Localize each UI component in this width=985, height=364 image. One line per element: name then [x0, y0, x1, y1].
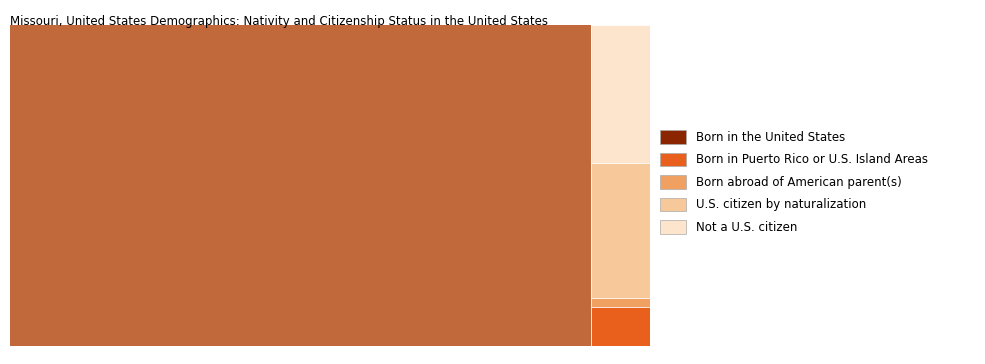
Bar [591, 298, 650, 307]
Bar [591, 307, 650, 346]
Bar [591, 25, 650, 163]
Bar [591, 163, 650, 298]
Text: Missouri, United States Demographics: Nativity and Citizenship Status in the Uni: Missouri, United States Demographics: Na… [10, 15, 548, 28]
Legend: Born in the United States, Born in Puerto Rico or U.S. Island Areas, Born abroad: Born in the United States, Born in Puert… [660, 130, 928, 234]
